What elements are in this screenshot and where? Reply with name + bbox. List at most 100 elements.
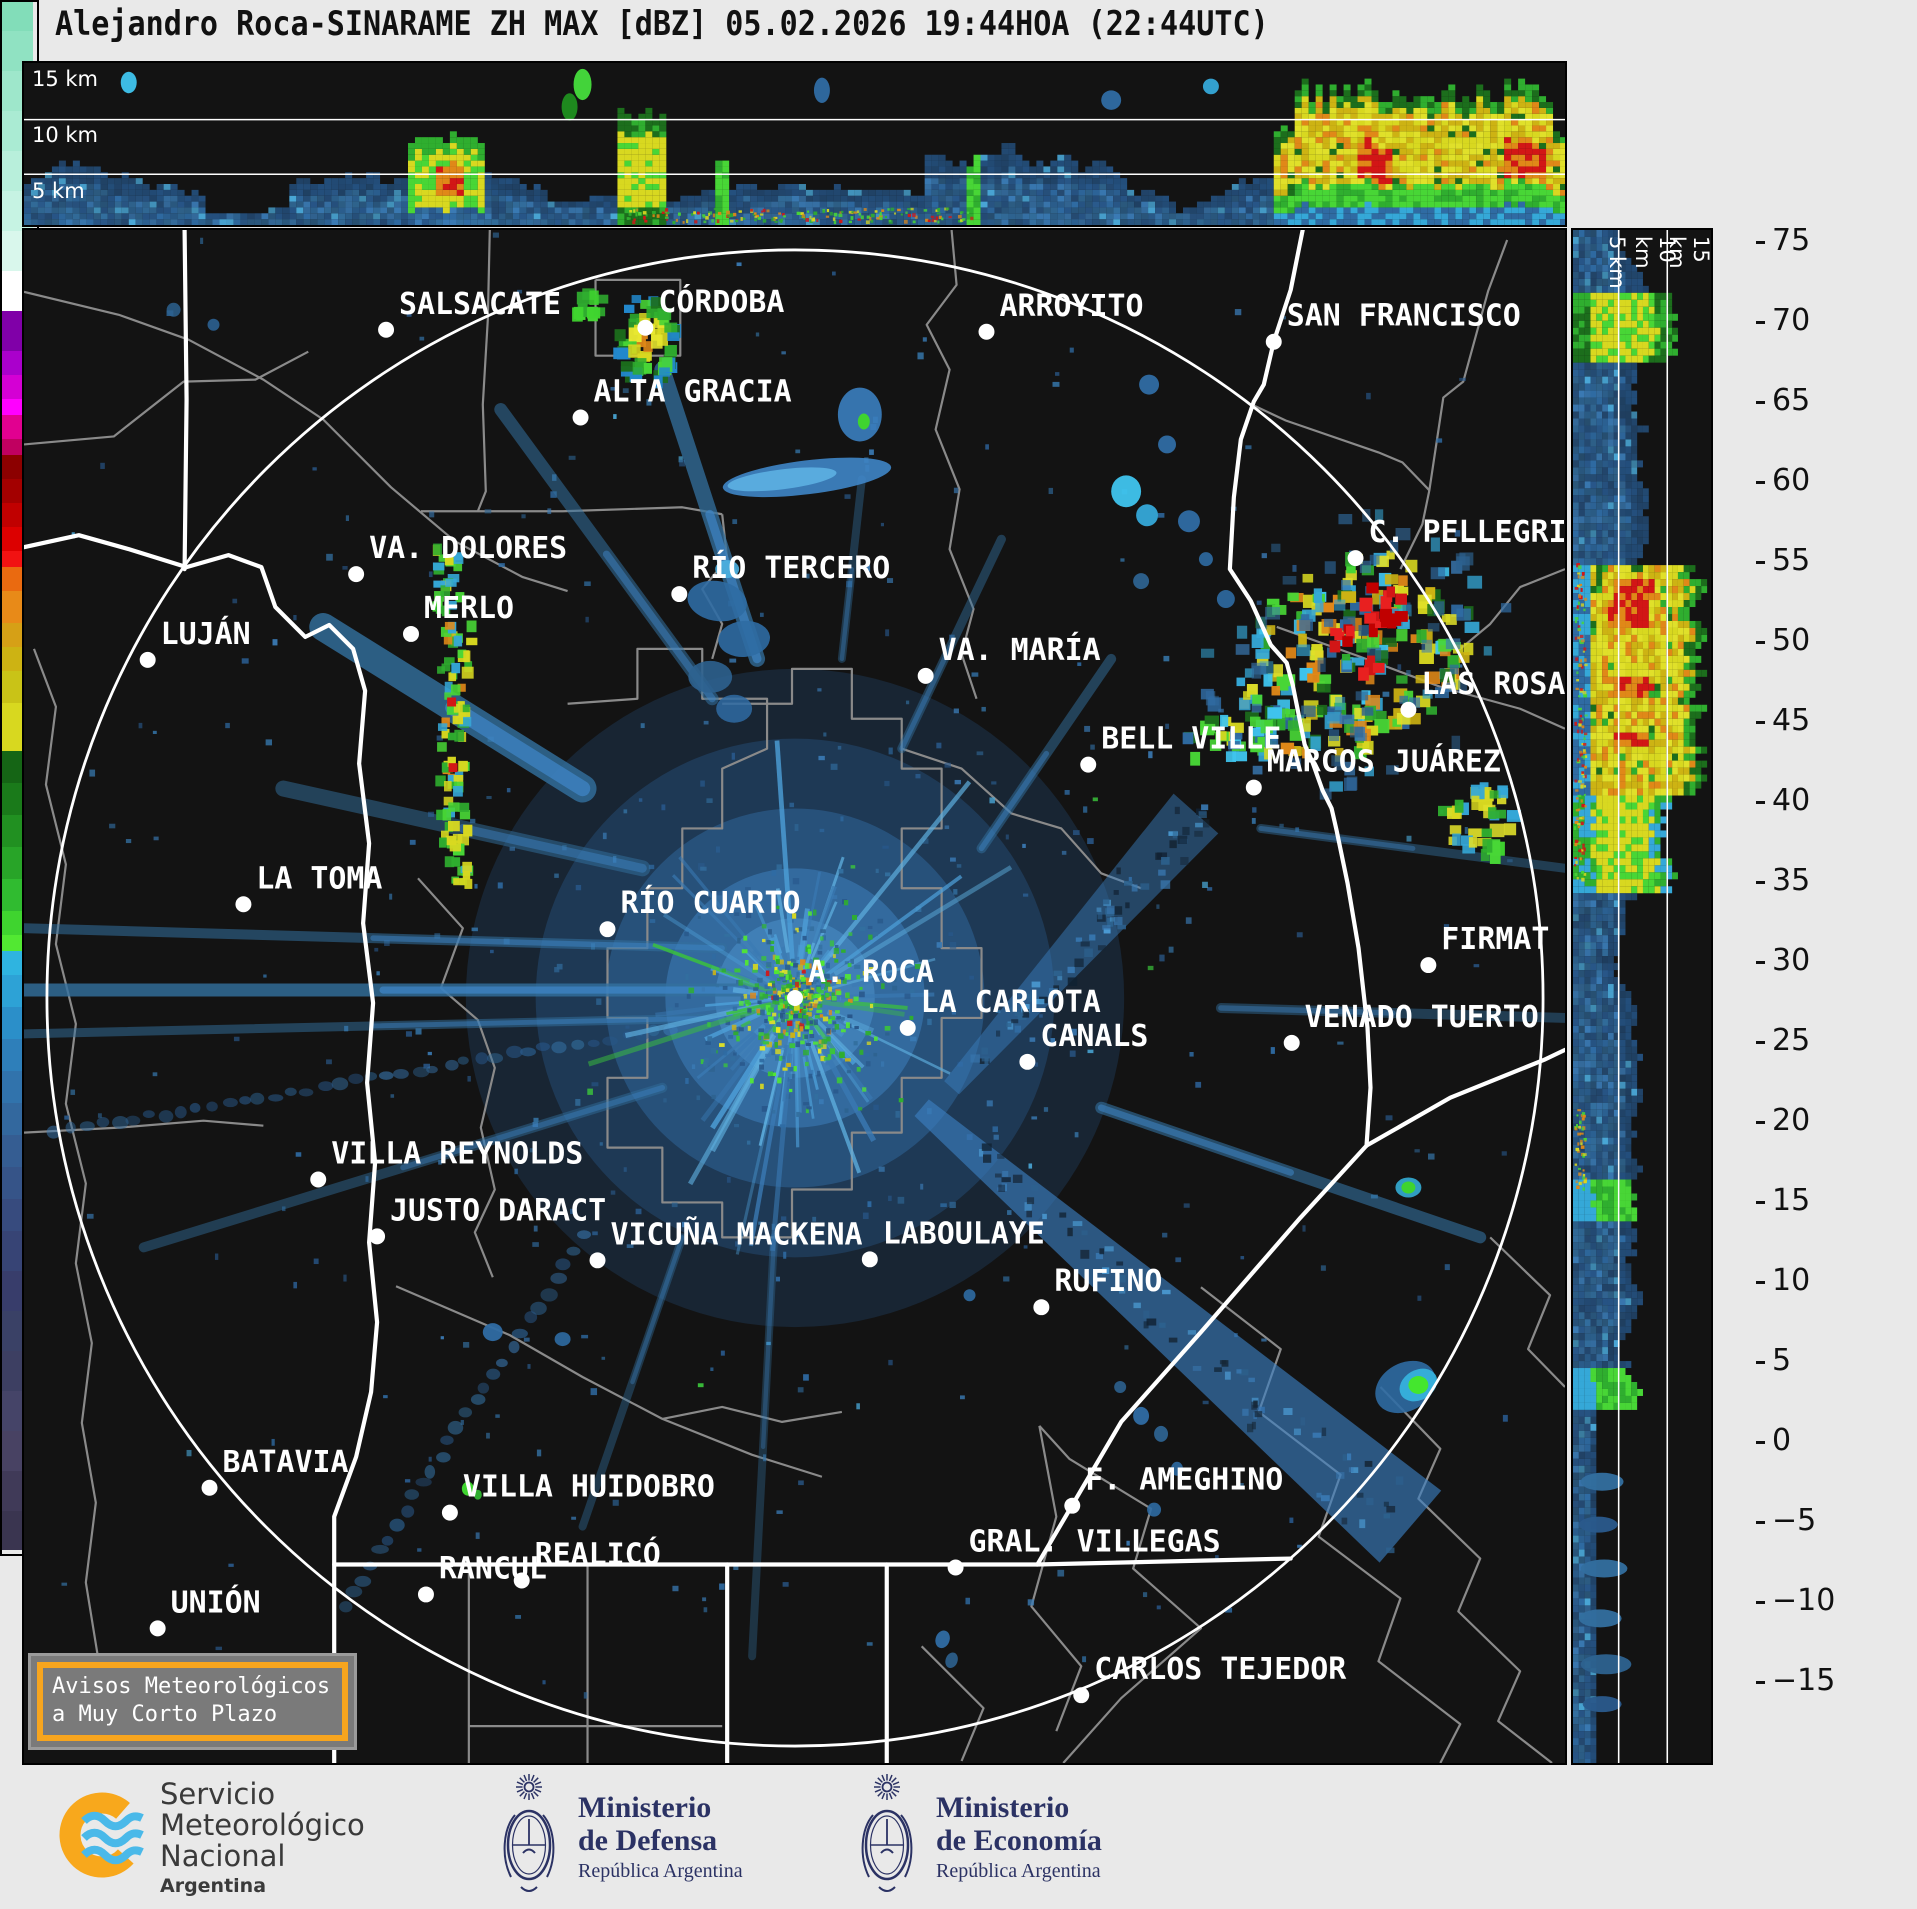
defensa-line-2: de Defensa bbox=[578, 1824, 718, 1857]
city-marker-ALTA GRACIA: ALTA GRACIA bbox=[572, 375, 792, 426]
warning-line-1: Avisos Meteorológicos bbox=[52, 1674, 331, 1699]
city-label: LA TOMA bbox=[256, 861, 382, 896]
city-label: VENADO TUERTO bbox=[1305, 1000, 1539, 1035]
colorbar-tick-label: 55 bbox=[1772, 543, 1811, 578]
colorbar-segment bbox=[2, 2, 33, 32]
city-label: BATAVIA bbox=[222, 1445, 348, 1480]
city-label: VA. MARÍA bbox=[939, 632, 1101, 668]
city-dot bbox=[1033, 1299, 1050, 1316]
colorbar-tick-label: 70 bbox=[1772, 303, 1811, 338]
city-dot bbox=[1400, 701, 1417, 718]
colorbar-tick-mark bbox=[1756, 1441, 1765, 1444]
smn-wordmark: Servicio Meteorológico Nacional Argentin… bbox=[160, 1777, 365, 1898]
colorbar-tick-label: 0 bbox=[1772, 1423, 1792, 1458]
city-label: FIRMAT bbox=[1441, 922, 1549, 957]
city-dot bbox=[441, 1504, 458, 1521]
city-marker-CÓRDOBA: CÓRDOBA bbox=[637, 283, 784, 336]
smn-line-3: Nacional bbox=[160, 1839, 286, 1873]
city-label: SALSACATE bbox=[399, 287, 561, 322]
city-dot bbox=[589, 1252, 606, 1269]
city-dot bbox=[1073, 1687, 1090, 1704]
city-marker-REALICÓ: REALICÓ bbox=[513, 1536, 661, 1589]
colorbar-tick-label: 75 bbox=[1772, 223, 1811, 258]
colorbar-tick-label: 15 bbox=[1772, 1183, 1811, 1218]
smn-line-1: Servicio bbox=[160, 1777, 276, 1811]
city-marker-SAN FRANCISCO: SAN FRANCISCO bbox=[1265, 299, 1521, 350]
city-label: RANCUL bbox=[439, 1551, 547, 1586]
city-label: MERLO bbox=[424, 591, 514, 626]
city-marker-VA. DOLORES: VA. DOLORES bbox=[348, 531, 567, 583]
city-marker-CARLOS TEJEDOR: CARLOS TEJEDOR bbox=[1073, 1652, 1346, 1704]
city-label: MARCOS JUÁREZ bbox=[1267, 744, 1501, 780]
city-dot bbox=[671, 586, 688, 603]
warning-line-2: a Muy Corto Plazo bbox=[52, 1702, 278, 1727]
altitude-label-15km: 15 km bbox=[32, 67, 99, 91]
right-cross-section-plot bbox=[1573, 230, 1711, 1763]
smn-country: Argentina bbox=[160, 1875, 267, 1897]
economia-line-3: República Argentina bbox=[936, 1860, 1101, 1882]
city-dot bbox=[310, 1171, 327, 1188]
colorbar-tick-label: −10 bbox=[1772, 1583, 1836, 1618]
defensa-coat-of-arms-icon bbox=[503, 1774, 555, 1892]
city-marker-VENADO TUERTO: VENADO TUERTO bbox=[1283, 1000, 1539, 1051]
city-marker-RUFINO: RUFINO bbox=[1033, 1264, 1162, 1316]
colorbar-tick-mark bbox=[1756, 961, 1765, 964]
city-label: F. AMEGHINO bbox=[1085, 1463, 1283, 1498]
city-marker-VICUÑA MACKENA: VICUÑA MACKENA bbox=[589, 1215, 863, 1269]
city-dot bbox=[348, 566, 365, 583]
city-dot bbox=[378, 321, 395, 338]
colorbar-tick-mark bbox=[1756, 1601, 1765, 1604]
city-dot bbox=[513, 1572, 530, 1589]
city-marker-ARROYITO: ARROYITO bbox=[978, 289, 1144, 340]
economia-line-1: Ministerio bbox=[936, 1791, 1070, 1824]
top-cross-section-panel: 15 km 10 km 5 km bbox=[22, 61, 1567, 227]
altitude-label-15km-v: 15 km bbox=[1665, 236, 1713, 269]
city-label: VILLA REYNOLDS bbox=[331, 1137, 583, 1172]
colorbar-tick-label: 25 bbox=[1772, 1023, 1811, 1058]
colorbar-tick-mark bbox=[1756, 641, 1765, 644]
city-label: LAS ROSAS bbox=[1421, 667, 1565, 702]
altitude-label-10km: 10 km bbox=[32, 123, 99, 147]
colorbar-tick-mark bbox=[1756, 1521, 1765, 1524]
city-label: UNIÓN bbox=[171, 1583, 261, 1620]
city-dot bbox=[201, 1479, 218, 1496]
colorbar-tick-label: 10 bbox=[1772, 1263, 1811, 1298]
warning-banner-text: Avisos Meteorológicos a Muy Corto Plazo bbox=[43, 1668, 342, 1729]
altitude-label-5km: 5 km bbox=[32, 179, 85, 203]
city-marker-RÍO CUARTO: RÍO CUARTO bbox=[599, 885, 801, 938]
city-dot bbox=[1080, 756, 1097, 773]
defensa-line-1: Ministerio bbox=[578, 1791, 712, 1824]
city-label: CÓRDOBA bbox=[658, 283, 784, 320]
city-dot bbox=[899, 1019, 916, 1036]
city-marker-VILLA HUIDOBRO: VILLA HUIDOBRO bbox=[441, 1470, 715, 1521]
colorbar-tick-mark bbox=[1756, 1361, 1765, 1364]
colorbar-tick-label: −15 bbox=[1772, 1663, 1836, 1698]
city-marker-MARCOS JUÁREZ: MARCOS JUÁREZ bbox=[1245, 744, 1501, 796]
city-dot bbox=[787, 990, 803, 1006]
colorbar-tick-mark bbox=[1756, 1681, 1765, 1684]
colorbar-tick-label: 60 bbox=[1772, 463, 1811, 498]
page-title: Alejandro Roca-SINARAME ZH MAX [dBZ] 05.… bbox=[55, 4, 1269, 44]
city-label: REALICÓ bbox=[535, 1536, 661, 1573]
city-dot bbox=[1420, 957, 1437, 974]
city-dot bbox=[403, 625, 419, 642]
city-label: SAN FRANCISCO bbox=[1287, 299, 1521, 334]
colorbar-tick-label: 40 bbox=[1772, 783, 1811, 818]
city-dot bbox=[1019, 1053, 1036, 1070]
city-dot bbox=[572, 409, 589, 426]
city-label: ALTA GRACIA bbox=[594, 375, 792, 410]
colorbar-tick-mark bbox=[1756, 481, 1765, 484]
city-label: VICUÑA MACKENA bbox=[610, 1215, 862, 1252]
smn-line-2: Meteorológico bbox=[160, 1808, 365, 1842]
radar-map: SALSACATE CÓRDOBA ARROYITO SAN FRANCISCO ALT… bbox=[24, 230, 1565, 1763]
city-marker-VA. MARÍA: VA. MARÍA bbox=[917, 632, 1101, 684]
city-dot bbox=[1064, 1497, 1081, 1514]
city-marker-VILLA REYNOLDS: VILLA REYNOLDS bbox=[310, 1137, 583, 1188]
city-label: A. ROCA bbox=[808, 955, 934, 990]
economia-line-2: de Economía bbox=[936, 1824, 1102, 1857]
colorbar-tick-label: 50 bbox=[1772, 623, 1811, 658]
city-label: RÍO TERCERO bbox=[692, 550, 890, 586]
city-marker-CANALS: CANALS bbox=[1019, 1019, 1148, 1070]
city-dot bbox=[1283, 1034, 1300, 1051]
